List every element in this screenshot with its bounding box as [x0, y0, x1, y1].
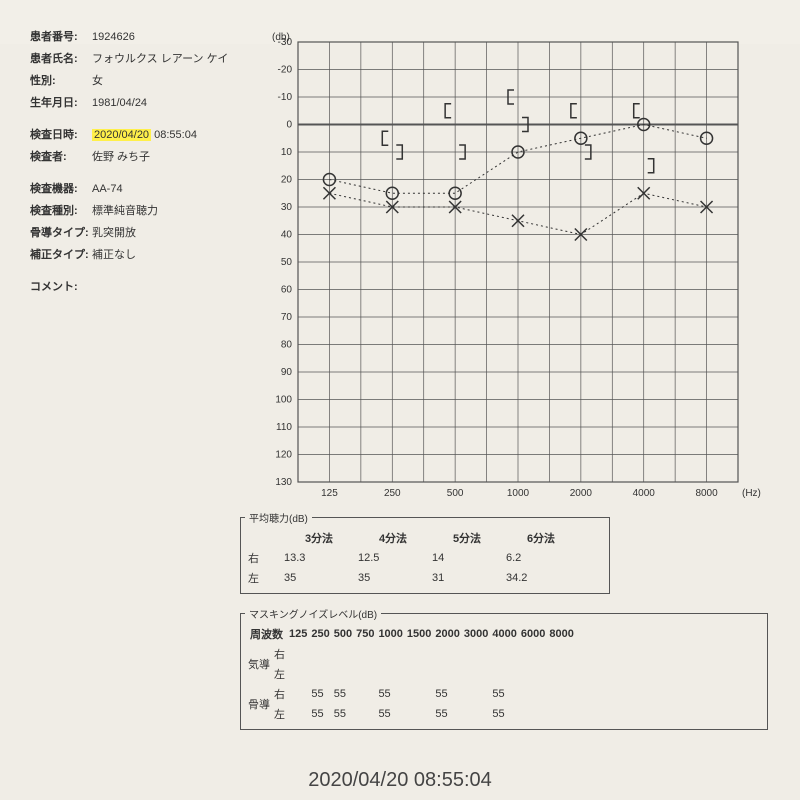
svg-text:-10: -10: [278, 92, 293, 103]
svg-text:80: 80: [281, 340, 293, 351]
type-value: 標準純音聴力: [92, 202, 158, 218]
svg-text:(db): (db): [272, 32, 290, 43]
footer-timestamp: 2020/04/20 08:55:04: [0, 769, 800, 792]
corr-value: 補正なし: [92, 246, 136, 262]
svg-text:10: 10: [281, 147, 293, 158]
svg-text:4000: 4000: [633, 488, 656, 499]
svg-text:1000: 1000: [507, 488, 530, 499]
device-label: 検査機器:: [30, 180, 92, 196]
examdt-label: 検査日時:: [30, 126, 92, 142]
svg-text:125: 125: [321, 488, 338, 499]
comment-label: コメント:: [30, 278, 92, 294]
svg-text:30: 30: [281, 202, 293, 213]
svg-text:90: 90: [281, 367, 293, 378]
type-label: 検査種別:: [30, 202, 92, 218]
mask-table: 周波数1252505007501000150020003000400060008…: [245, 623, 577, 725]
examiner-value: 佐野 みち子: [92, 148, 150, 164]
svg-text:110: 110: [276, 422, 292, 433]
svg-text:120: 120: [275, 450, 292, 461]
svg-text:0: 0: [286, 120, 292, 131]
svg-text:250: 250: [384, 488, 401, 499]
svg-text:-20: -20: [278, 65, 293, 76]
dob-label: 生年月日:: [30, 94, 92, 110]
svg-text:70: 70: [281, 312, 293, 323]
dob-value: 1981/04/24: [92, 97, 147, 109]
sex-label: 性別:: [30, 72, 92, 88]
id-label: 患者番号:: [30, 28, 92, 44]
sex-value: 女: [92, 72, 103, 88]
audiogram-chart: -30-20-100102030405060708090100110120130…: [260, 28, 770, 511]
examiner-label: 検査者:: [30, 148, 92, 164]
name-value: フォウルクス レアーン ケイ: [92, 50, 228, 66]
avg-table: 3分法4分法5分法6分法右13.312.5146.2左35353134.2: [245, 527, 579, 589]
svg-text:40: 40: [281, 230, 293, 241]
corr-label: 補正タイプ:: [30, 246, 92, 262]
patient-info: 患者番号:1924626 患者氏名:フォウルクス レアーン ケイ 性別:女 生年…: [30, 28, 240, 300]
device-value: AA-74: [92, 183, 123, 195]
svg-text:130: 130: [275, 477, 292, 488]
svg-text:60: 60: [281, 285, 293, 296]
svg-text:2000: 2000: [570, 488, 593, 499]
avg-title: 平均聴力(dB): [245, 510, 312, 525]
svg-text:100: 100: [275, 395, 292, 406]
svg-text:(Hz): (Hz): [742, 488, 761, 499]
exam-date: 2020/04/20: [92, 129, 151, 141]
avg-table-box: 平均聴力(dB) 3分法4分法5分法6分法右13.312.5146.2左3535…: [240, 510, 610, 594]
svg-text:20: 20: [281, 175, 293, 186]
bone-label: 骨導タイプ:: [30, 224, 92, 240]
svg-text:50: 50: [281, 257, 293, 268]
svg-text:8000: 8000: [695, 488, 718, 499]
name-label: 患者氏名:: [30, 50, 92, 66]
mask-title: マスキングノイズレベル(dB): [245, 606, 381, 621]
mask-table-box: マスキングノイズレベル(dB) 周波数125250500750100015002…: [240, 606, 768, 730]
id-value: 1924626: [92, 31, 135, 43]
bone-value: 乳突開放: [92, 224, 136, 240]
exam-time: 08:55:04: [154, 129, 197, 141]
svg-text:500: 500: [447, 488, 464, 499]
